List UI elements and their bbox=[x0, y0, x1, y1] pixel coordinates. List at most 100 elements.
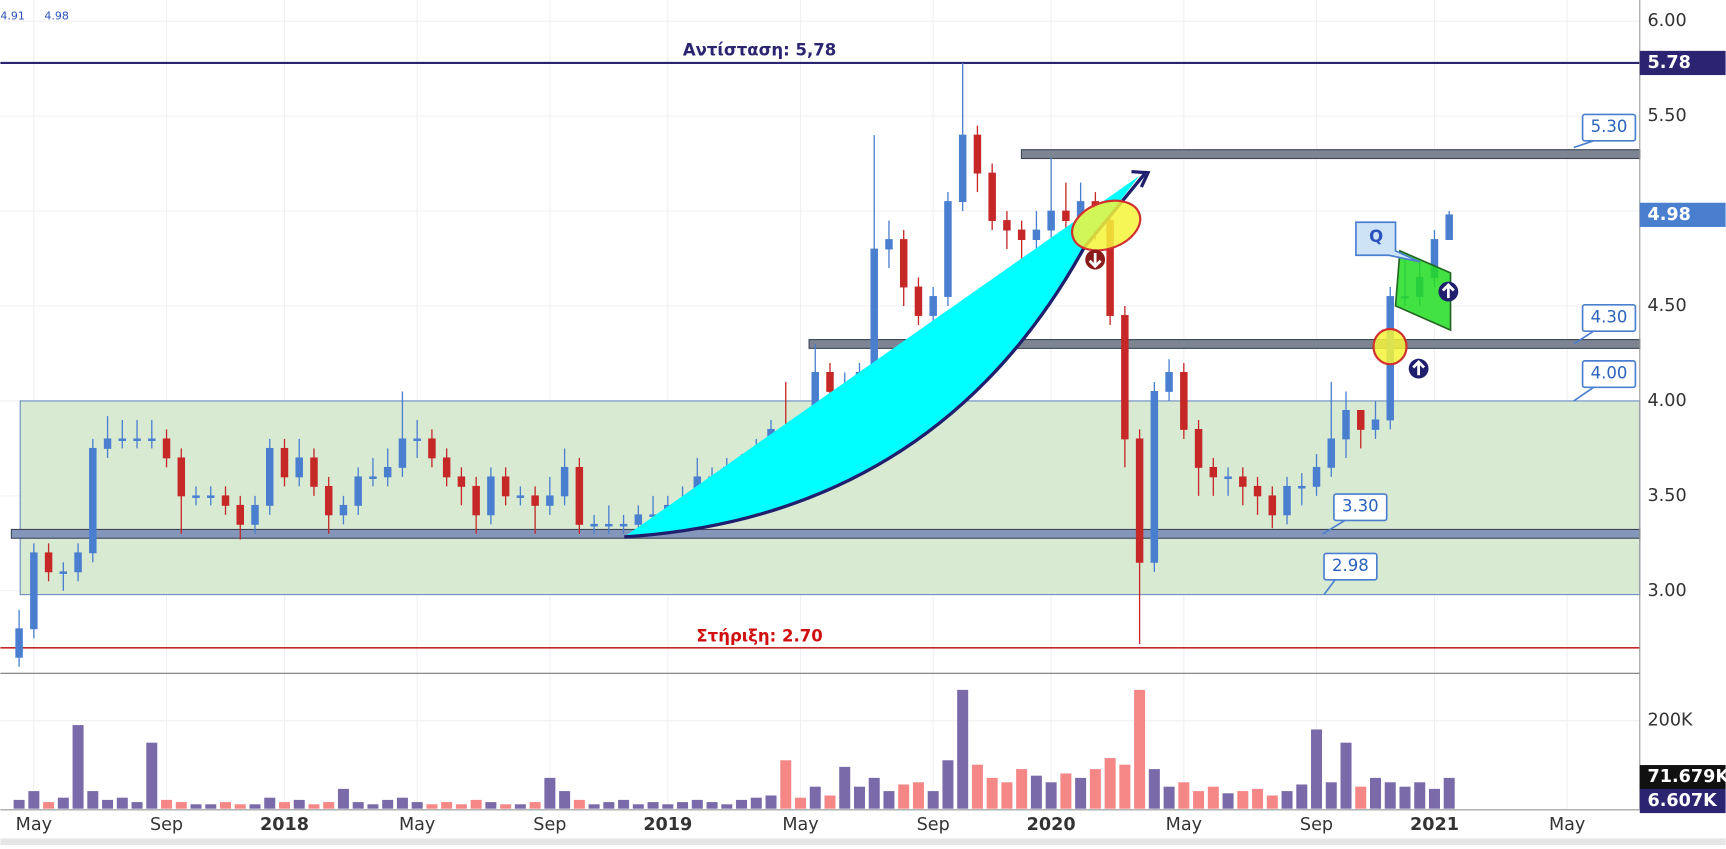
volume-bar bbox=[1178, 782, 1190, 809]
volume-bar bbox=[1134, 689, 1146, 809]
candle-body bbox=[1312, 466, 1321, 487]
candle-body bbox=[398, 438, 407, 468]
resistance-label: Αντίσταση: 5,78 bbox=[683, 40, 836, 59]
volume-bar bbox=[1325, 782, 1337, 809]
candle-body bbox=[988, 172, 996, 221]
y-tick-label: 6.00 bbox=[1647, 11, 1686, 31]
callout-box bbox=[1323, 552, 1378, 581]
volume-bar bbox=[485, 802, 497, 809]
candle-body bbox=[310, 457, 318, 487]
q-label: Q bbox=[1369, 227, 1383, 246]
volume-bar bbox=[278, 802, 290, 809]
volume-bar bbox=[1355, 786, 1367, 809]
candle-body bbox=[413, 438, 421, 442]
volume-bar bbox=[795, 797, 807, 809]
last-price-marker: 4.98 bbox=[1647, 205, 1690, 225]
candle-body bbox=[575, 466, 584, 525]
volume-bar bbox=[146, 742, 158, 809]
candle-body bbox=[487, 476, 495, 516]
candle-body bbox=[560, 466, 569, 497]
candle-body bbox=[944, 201, 952, 297]
volume-bar bbox=[1163, 786, 1175, 809]
candle-body bbox=[1445, 214, 1453, 240]
volume-bar bbox=[750, 797, 762, 809]
volume-bar bbox=[1384, 782, 1396, 809]
ohlc-value: 4.91 bbox=[0, 10, 25, 23]
volume-bar bbox=[529, 802, 541, 809]
volume-bar bbox=[161, 799, 173, 809]
volume-bar bbox=[957, 689, 969, 809]
candle-body bbox=[1047, 210, 1055, 231]
candle-body bbox=[1194, 428, 1203, 468]
volume-bar bbox=[264, 797, 276, 809]
candle-body bbox=[236, 504, 244, 525]
x-tick-label: 2020 bbox=[1027, 815, 1076, 835]
volume-bar bbox=[736, 799, 748, 809]
highlight-ellipse bbox=[1372, 327, 1408, 366]
volume-bar bbox=[441, 802, 453, 809]
volume-bar bbox=[470, 799, 482, 809]
up-arrow-icon bbox=[1438, 281, 1459, 302]
x-tick-label: May bbox=[1166, 815, 1202, 835]
volume-bar bbox=[1443, 777, 1455, 809]
volume-bar bbox=[72, 725, 84, 809]
candle-body bbox=[339, 504, 348, 516]
resistance-marker: 5.78 bbox=[1647, 53, 1690, 73]
callout-pointer bbox=[1323, 579, 1336, 596]
candle-body bbox=[221, 495, 230, 506]
volume-bar bbox=[102, 799, 114, 809]
candle-body bbox=[89, 447, 97, 554]
trend-fill bbox=[624, 176, 1140, 537]
down-arrow-icon bbox=[1085, 249, 1106, 270]
candle-body bbox=[1253, 485, 1262, 497]
volume-bar bbox=[618, 799, 630, 809]
y-tick-label: 3.00 bbox=[1647, 581, 1686, 601]
up-arrow-icon bbox=[1408, 358, 1429, 379]
candle-body bbox=[1224, 476, 1232, 479]
callout-label: 4.00 bbox=[1591, 364, 1628, 383]
volume-bar bbox=[1030, 775, 1042, 809]
candle-body bbox=[103, 438, 112, 449]
x-tick-label: 2021 bbox=[1410, 815, 1459, 835]
candle-body bbox=[148, 438, 156, 442]
candle-body bbox=[162, 438, 171, 459]
x-tick-label: Sep bbox=[150, 815, 183, 835]
volume-bar bbox=[1311, 729, 1323, 809]
candle-body bbox=[885, 239, 893, 250]
candle-body bbox=[516, 495, 525, 498]
candle-body bbox=[192, 495, 200, 498]
annotations: Q bbox=[624, 169, 1459, 539]
volume-bar bbox=[116, 797, 128, 809]
callout-pointer bbox=[1573, 386, 1595, 402]
candle-body bbox=[1327, 438, 1336, 468]
volume-bar bbox=[28, 791, 40, 809]
volume-bar bbox=[13, 799, 25, 809]
candle-body bbox=[1283, 485, 1291, 516]
candle-body bbox=[428, 438, 436, 459]
volume-bar bbox=[1237, 791, 1249, 809]
candle-body bbox=[1032, 229, 1041, 240]
candle-body bbox=[280, 447, 289, 478]
volume-bar bbox=[1089, 769, 1101, 809]
volume-bar bbox=[942, 760, 954, 809]
x-tick-label: 2018 bbox=[260, 815, 309, 835]
volume-bar bbox=[1148, 769, 1160, 809]
volume-bar bbox=[1222, 793, 1234, 809]
candle-body bbox=[472, 485, 480, 516]
callout-label: 3.30 bbox=[1342, 497, 1379, 516]
callout-label: 4.30 bbox=[1591, 307, 1628, 326]
volume-bar bbox=[1266, 795, 1278, 809]
last-price-marker-bg bbox=[1639, 202, 1726, 227]
volume-bar bbox=[1119, 764, 1131, 809]
zone-line bbox=[10, 528, 1641, 539]
volume-bar bbox=[765, 795, 777, 809]
volume-bar bbox=[898, 784, 910, 809]
volume-bar bbox=[220, 802, 232, 809]
callout-box bbox=[1333, 493, 1388, 522]
callout-pointer bbox=[1573, 330, 1595, 345]
y-tick-label: 3.50 bbox=[1647, 486, 1686, 506]
candle-body bbox=[442, 457, 451, 478]
volume-bar bbox=[234, 804, 246, 809]
volume-bar bbox=[721, 804, 733, 809]
